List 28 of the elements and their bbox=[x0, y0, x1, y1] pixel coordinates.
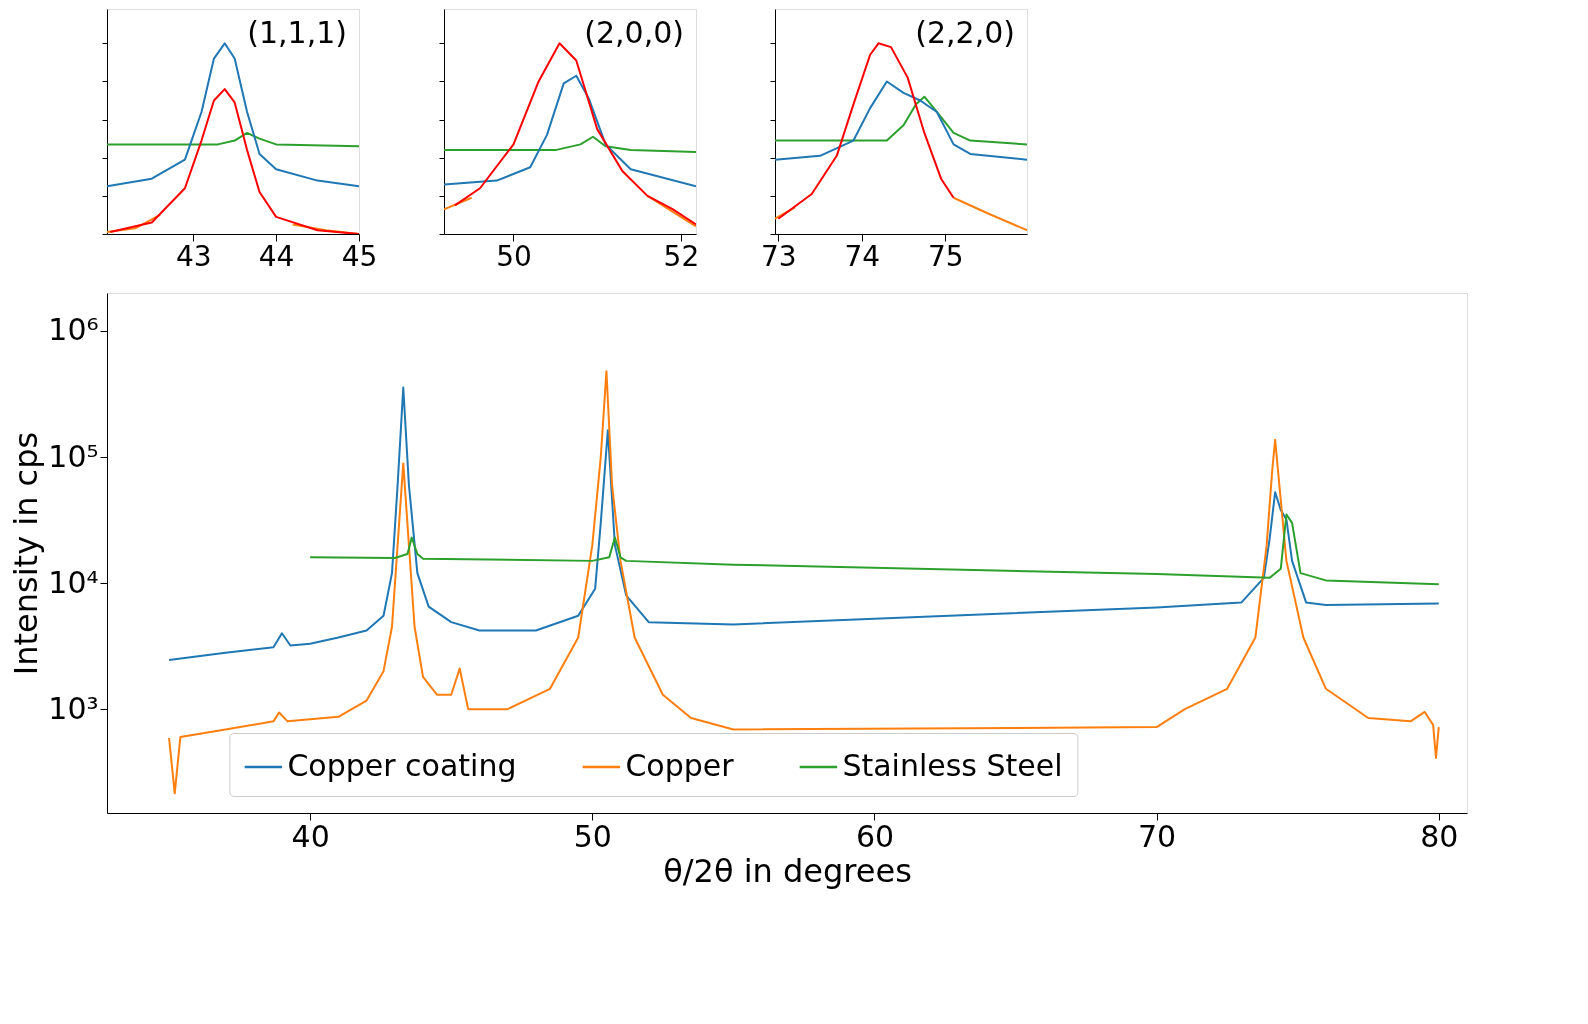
y-axis-title: Intensity in cps bbox=[7, 431, 46, 676]
y-tick-label: 10³ bbox=[48, 690, 99, 726]
legend-label: Copper coating bbox=[287, 748, 517, 783]
x-tick-label: 40 bbox=[291, 818, 330, 854]
x-axis-title: θ/2θ in degrees bbox=[663, 851, 912, 890]
y-tick-label: 10⁴ bbox=[48, 564, 99, 600]
x-tick-label: 50 bbox=[496, 239, 532, 273]
annotation: (1,1,1) bbox=[247, 15, 347, 50]
x-tick-label: 43 bbox=[175, 239, 212, 273]
x-tick-label: 74 bbox=[844, 239, 881, 273]
x-tick-label: 60 bbox=[855, 818, 895, 854]
x-tick-label: 80 bbox=[1420, 818, 1459, 854]
x-tick-label: 75 bbox=[927, 239, 964, 273]
x-tick-label: 45 bbox=[341, 239, 378, 273]
legend-label: Stainless Steel bbox=[842, 748, 1063, 783]
legend-label: Copper bbox=[625, 748, 735, 783]
y-tick-label: 10⁶ bbox=[48, 312, 99, 348]
x-tick-label: 73 bbox=[761, 239, 797, 273]
x-tick-label: 50 bbox=[573, 818, 612, 854]
annotation: (2,2,0) bbox=[915, 15, 1015, 50]
line-series bbox=[309, 513, 1440, 586]
line-series bbox=[168, 386, 1440, 662]
x-tick-label: 44 bbox=[258, 239, 295, 273]
line-series bbox=[168, 370, 1440, 795]
x-tick-label: 70 bbox=[1138, 818, 1177, 854]
x-tick-label: 52 bbox=[663, 239, 700, 273]
annotation: (2,0,0) bbox=[584, 15, 684, 50]
y-tick-label: 10⁵ bbox=[48, 438, 99, 474]
